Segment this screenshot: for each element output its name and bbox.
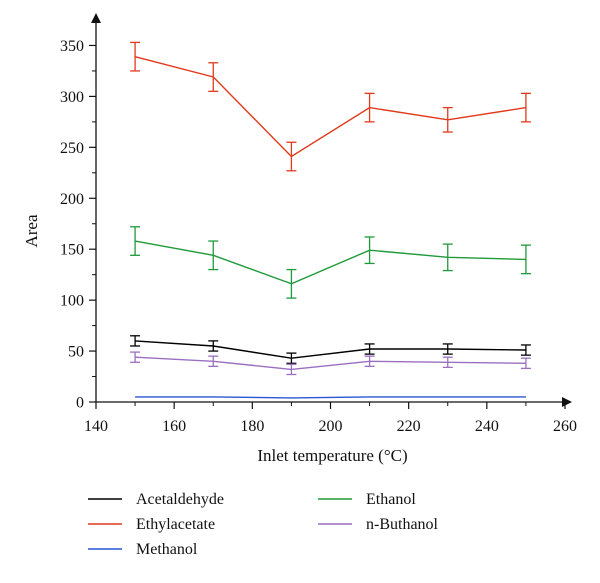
series-acetaldehyde [130,335,531,364]
series-n-buthanol [130,351,531,376]
legend-label: Ethylacetate [136,516,215,533]
legend-item: n-Buthanol [318,516,439,533]
series-line [134,56,527,158]
series-line [135,356,526,371]
y-tick-label: 150 [60,242,84,259]
x-tick-label: 260 [553,418,577,435]
legend-label: Acetaldehyde [136,491,224,508]
y-tick-label: 100 [60,293,84,310]
x-tick-label: 200 [319,418,343,435]
y-axis-arrow-icon [91,13,101,23]
series-line [135,396,526,399]
legend-label: Methanol [136,541,198,558]
y-tick-label: 50 [68,344,84,361]
legend-item: Methanol [88,541,198,558]
series-methanol [135,396,526,399]
legend-label: n-Buthanol [366,516,439,533]
x-tick-label: 140 [84,418,108,435]
series-lines [130,41,531,399]
series-line [134,240,526,285]
x-tick-label: 160 [162,418,186,435]
legend-item: Ethanol [318,491,416,508]
legend-item: Ethylacetate [88,516,215,533]
x-tick-label: 220 [397,418,421,435]
y-tick-label: 350 [60,38,84,55]
series-ethanol [130,226,531,299]
y-tick-label: 0 [76,395,84,412]
y-tick-label: 250 [60,140,84,157]
series-ethylacetate [130,41,531,172]
x-tick-label: 180 [240,418,264,435]
x-axis-title: Inlet temperature (°C) [257,446,407,465]
y-tick-label: 200 [60,191,84,208]
legend: Acetaldehyde Ethylacetate Methanol Ethanol n… [88,491,439,558]
axes: 140 160 180 200 220 240 260 0 50 100 150 200 250 300 3… [60,13,577,435]
series-line [135,340,526,359]
axis-labels: Inlet temperature (°C) Area [22,214,408,465]
legend-item: Acetaldehyde [88,491,224,508]
legend-label: Ethanol [366,491,416,508]
x-axis-arrow-icon [562,397,572,407]
y-tick-label: 300 [60,89,84,106]
y-axis-title: Area [22,214,41,247]
x-tick-label: 240 [475,418,499,435]
